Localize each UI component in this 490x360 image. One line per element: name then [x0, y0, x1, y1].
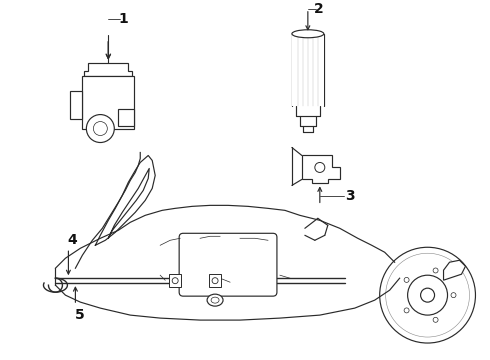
Circle shape [212, 278, 218, 284]
Circle shape [404, 308, 409, 313]
Polygon shape [118, 109, 134, 126]
Text: 2: 2 [314, 2, 324, 16]
Polygon shape [82, 76, 134, 129]
Circle shape [433, 268, 438, 273]
Circle shape [94, 122, 107, 135]
Ellipse shape [211, 297, 219, 303]
Circle shape [433, 317, 438, 322]
Circle shape [420, 288, 435, 302]
Ellipse shape [207, 294, 223, 306]
Polygon shape [84, 63, 132, 76]
Text: 3: 3 [345, 189, 355, 203]
Circle shape [408, 275, 447, 315]
Polygon shape [169, 274, 181, 287]
Circle shape [404, 278, 409, 282]
Circle shape [172, 278, 178, 284]
Bar [292, 34, 324, 105]
Text: 1: 1 [119, 12, 128, 26]
Circle shape [86, 114, 114, 143]
FancyBboxPatch shape [179, 233, 277, 296]
Text: 5: 5 [74, 308, 84, 322]
Polygon shape [302, 156, 340, 183]
Circle shape [315, 162, 325, 172]
Polygon shape [71, 91, 82, 118]
Polygon shape [209, 274, 221, 287]
Text: 4: 4 [68, 233, 77, 247]
Circle shape [451, 293, 456, 298]
Ellipse shape [292, 30, 324, 38]
Circle shape [380, 247, 475, 343]
Polygon shape [443, 260, 465, 280]
